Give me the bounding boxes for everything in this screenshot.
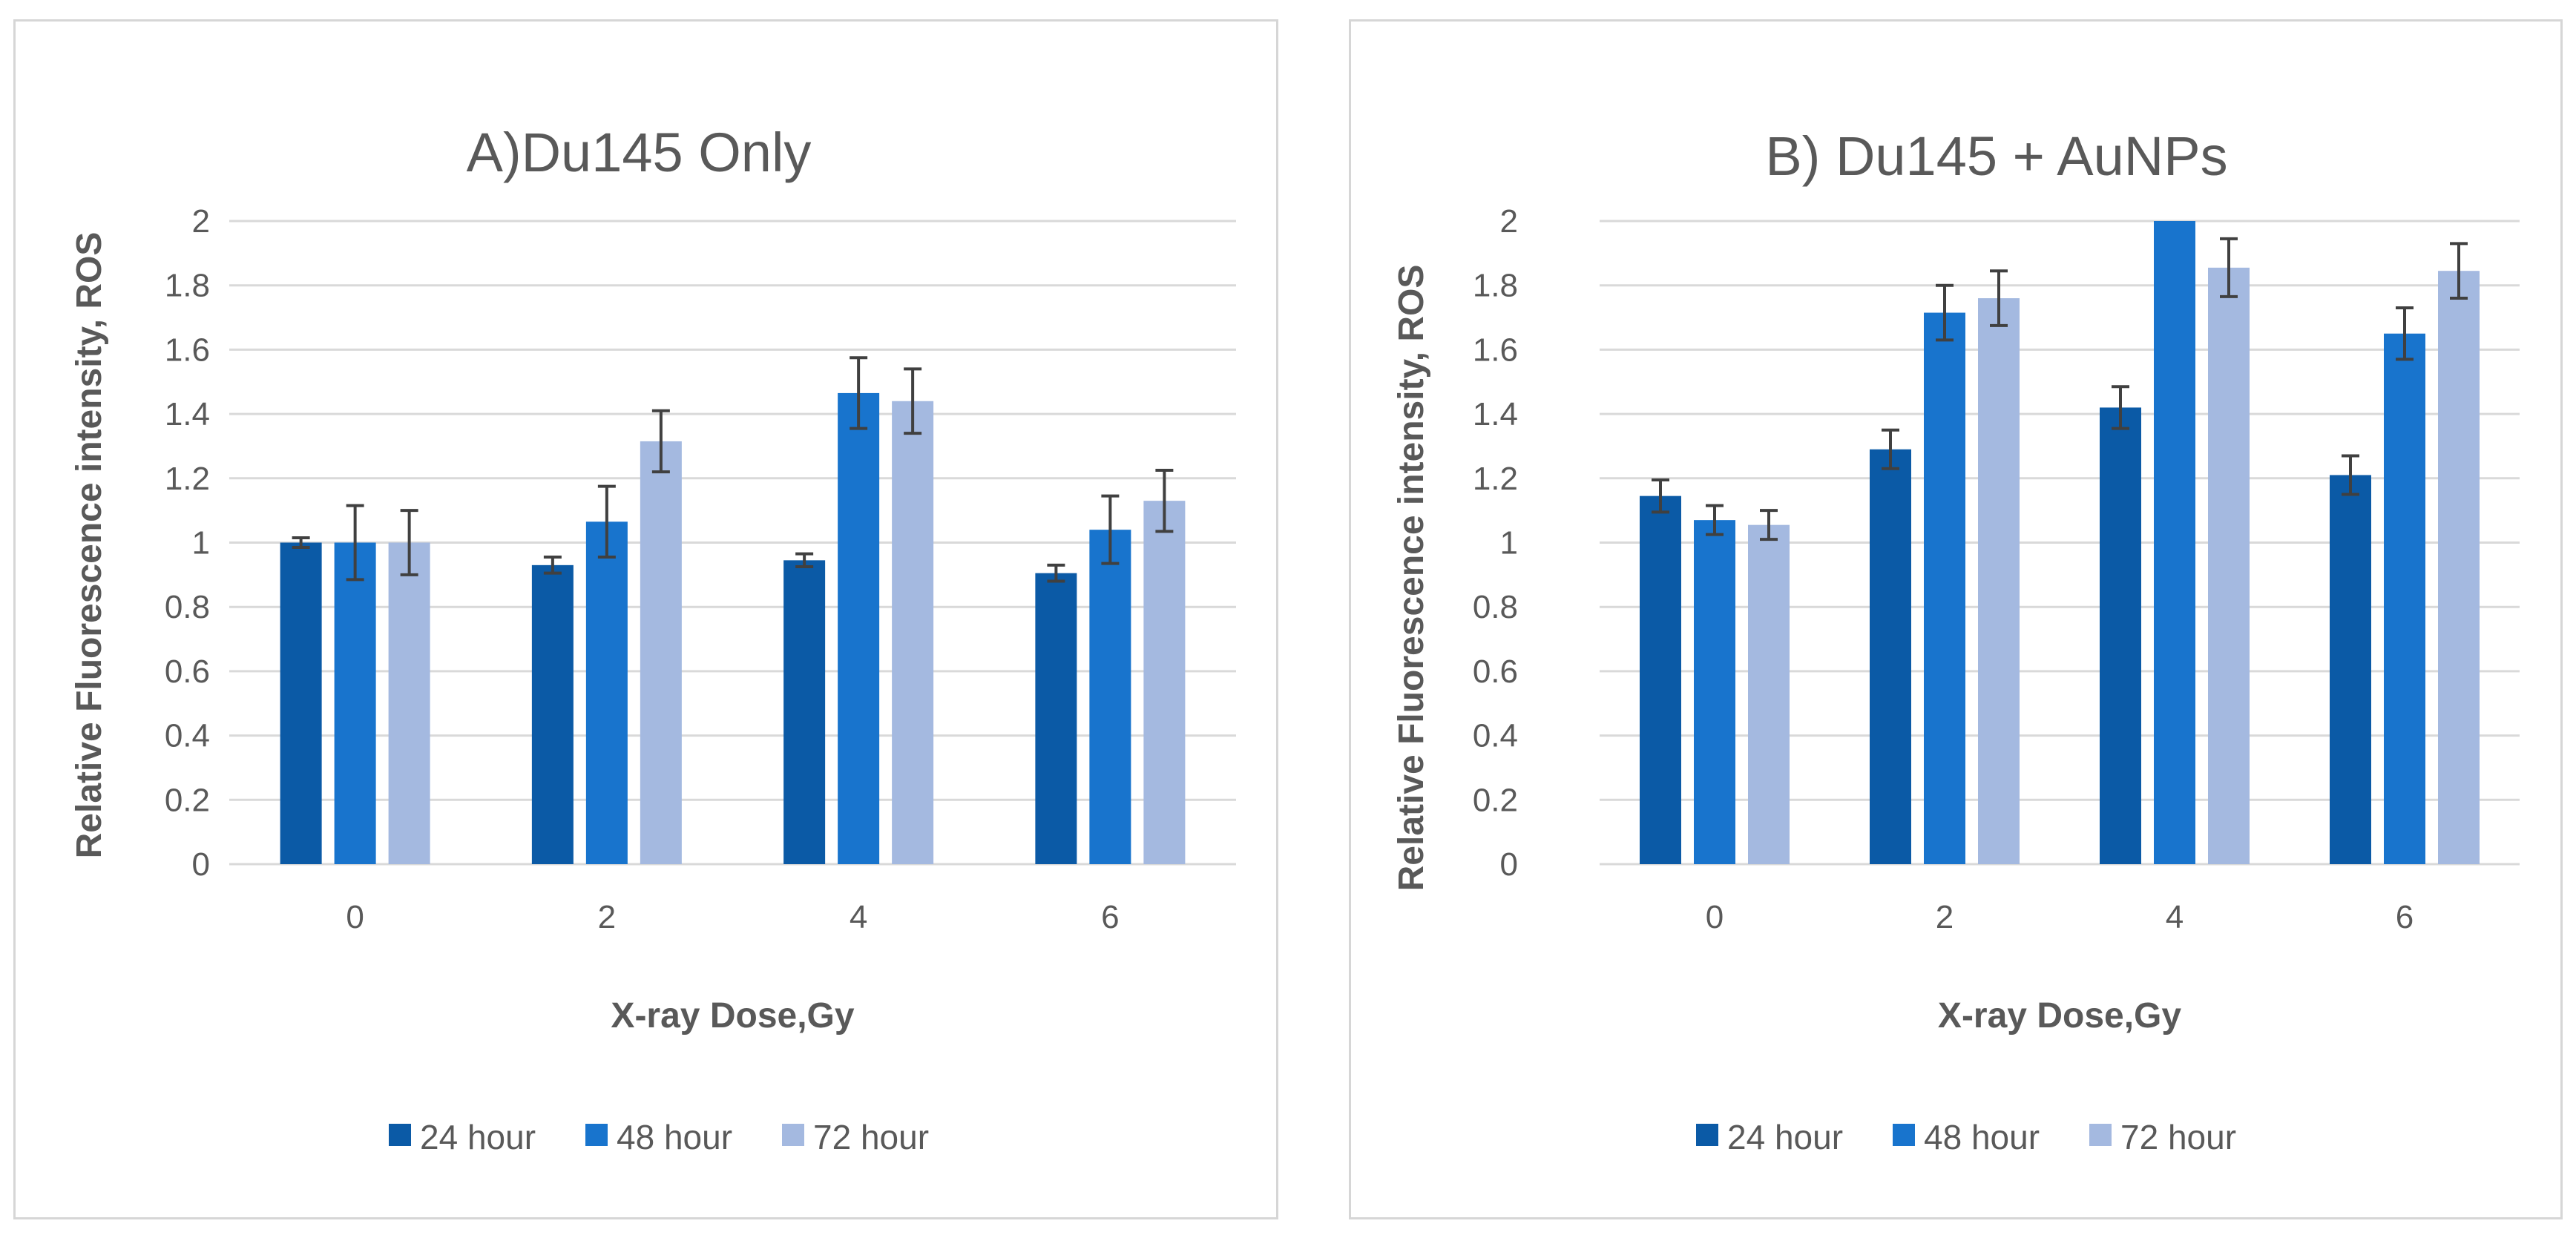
chart-b-legend-label: 48 hour	[1924, 1118, 2040, 1156]
chart-a-bar-24-hour-dose-6	[1035, 573, 1077, 864]
chart-b-error-bar	[2396, 306, 2414, 361]
chart-b-bar-24-hour-dose-0	[1640, 495, 1681, 864]
chart-b-legend-swatch	[1893, 1124, 1915, 1146]
chart-b-bar-48-hour-dose-6	[2384, 333, 2425, 865]
chart-a-x-tick-label: 0	[346, 899, 364, 935]
chart-b-legend-swatch	[2089, 1124, 2112, 1146]
chart-a-y-axis-label: Relative Fluorescence intensity, ROS	[70, 232, 109, 859]
chart-b-bar-24-hour-dose-2	[1870, 449, 1911, 864]
chart-a-x-tick-label: 2	[598, 899, 616, 935]
chart-a-y-tick-label: 1.6	[165, 332, 210, 368]
chart-a-x-tick-label: 4	[850, 899, 867, 935]
chart-a-y-tick-label: 1.4	[165, 396, 210, 432]
chart-a-legend-swatch	[782, 1124, 804, 1146]
chart-b-y-tick-label: 2	[1500, 203, 1518, 240]
chart-a-error-bar	[904, 367, 922, 435]
chart-b-error-bar	[2342, 454, 2359, 496]
chart-b-bar-72-hour-dose-2	[1978, 298, 2020, 864]
chart-a-bar-48-hour-dose-4	[838, 392, 880, 864]
chart-b-y-axis-label: Relative Fluorescence intensity, ROS	[1392, 265, 1431, 892]
chart-panel-b: B) Du145 + AuNPs 0 0.2 0.4 0.6 0.8 1 1.2 1.4 1.6 1…	[1349, 19, 2563, 1219]
chart-a-error-bar	[597, 484, 616, 559]
chart-a-bar-24-hour-dose-2	[531, 564, 574, 864]
chart-b-error-bar	[1760, 509, 1778, 541]
chart-b-y-tick-label: 0.6	[1473, 653, 1518, 690]
chart-b-legend-swatch	[1696, 1124, 1718, 1146]
chart-b-error-bar	[2450, 242, 2468, 300]
chart-a-bar-24-hour-dose-0	[280, 542, 322, 864]
chart-a-title: A)Du145 Only	[467, 122, 812, 183]
chart-a-bar-48-hour-dose-2	[585, 521, 628, 864]
chart-a-svg: A)Du145 Only 0 0.2 0.4 0.6 0.8 1 1.2 1.4 1.6 1.8 2 0…	[70, 122, 1236, 1156]
chart-a-error-bar	[1155, 468, 1174, 533]
chart-b-x-tick-label: 4	[2166, 899, 2184, 935]
chart-b-error-bar	[1706, 504, 1724, 536]
chart-a-bar-72-hour-dose-4	[892, 401, 934, 864]
chart-b-y-tick-label: 0.8	[1473, 589, 1518, 625]
chart-b-x-axis-label: X-ray Dose,Gy	[1938, 996, 2181, 1035]
chart-b-x-tick-label: 6	[2396, 899, 2414, 935]
chart-b-legend-label: 72 hour	[2120, 1118, 2236, 1156]
chart-b-error-bar	[2220, 237, 2238, 298]
chart-a-error-bar	[400, 509, 418, 576]
chart-a-x-tick-label: 6	[1101, 899, 1119, 935]
chart-b-x-tick-label: 2	[1936, 899, 1954, 935]
chart-a-bar-72-hour-dose-0	[388, 542, 430, 864]
chart-b-y-tick-label: 1.2	[1473, 461, 1518, 497]
chart-b-bar-48-hour-dose-0	[1694, 520, 1735, 864]
chart-a-y-tick-label: 0.6	[165, 653, 210, 690]
chart-b-y-tick-label: 0	[1500, 846, 1518, 883]
chart-b-error-bar	[1652, 478, 1669, 514]
chart-a-legend-label: 72 hour	[813, 1118, 929, 1156]
chart-a-y-tick-label: 0	[192, 846, 210, 883]
chart-a-error-bar	[651, 409, 670, 474]
chart-a-error-bar	[795, 552, 814, 569]
chart-b-svg: B) Du145 + AuNPs 0 0.2 0.4 0.6 0.8 1 1.2 1.4 1.6 1…	[1392, 125, 2520, 1156]
chart-a-bar-48-hour-dose-0	[334, 542, 376, 864]
chart-b-error-bar	[1882, 428, 1899, 470]
chart-a-y-tick-label: 0.4	[165, 718, 210, 754]
chart-b-bar-24-hour-dose-4	[2100, 407, 2141, 864]
chart-b-y-tick-label: 1.8	[1473, 268, 1518, 304]
chart-a-bar-24-hour-dose-4	[783, 560, 826, 864]
chart-a-bar-72-hour-dose-6	[1143, 501, 1186, 864]
chart-b-x-tick-label: 0	[1706, 899, 1724, 935]
chart-b-y-tick-label: 1.6	[1473, 332, 1518, 368]
chart-b-title: B) Du145 + AuNPs	[1765, 125, 2227, 187]
chart-a-bar-72-hour-dose-2	[640, 441, 682, 864]
chart-b-error-bar	[2112, 385, 2129, 430]
chart-a-legend-swatch	[389, 1124, 411, 1146]
chart-b-bar-48-hour-dose-2	[1924, 312, 1965, 864]
chart-a-y-tick-label: 2	[192, 203, 210, 240]
chart-b-bar-72-hour-dose-0	[1748, 524, 1790, 864]
chart-a-x-axis-label: X-ray Dose,Gy	[611, 996, 854, 1035]
chart-a-legend-swatch	[585, 1124, 608, 1146]
chart-a-y-tick-label: 0.2	[165, 782, 210, 818]
chart-b-legend-label: 24 hour	[1727, 1118, 1843, 1156]
chart-a-error-bar	[543, 556, 562, 575]
chart-a-y-tick-label: 1.8	[165, 268, 210, 304]
chart-a-error-bar	[346, 504, 364, 582]
chart-a-legend-label: 48 hour	[617, 1118, 732, 1156]
chart-a-legend-label: 24 hour	[420, 1118, 536, 1156]
chart-b-error-bar	[1990, 269, 2008, 327]
chart-panel-a: A)Du145 Only 0 0.2 0.4 0.6 0.8 1 1.2 1.4 1.6 1.8 2 0…	[13, 19, 1278, 1219]
chart-b-y-tick-label: 1.4	[1473, 396, 1518, 432]
chart-b-y-tick-label: 0.4	[1473, 718, 1518, 754]
chart-b-bar-24-hour-dose-6	[2330, 475, 2371, 864]
chart-b-bar-72-hour-dose-6	[2438, 271, 2480, 864]
chart-b-bar-48-hour-dose-4	[2154, 221, 2195, 864]
chart-b-y-tick-label: 1	[1500, 525, 1518, 562]
chart-a-bar-48-hour-dose-6	[1089, 530, 1131, 864]
chart-b-y-tick-label: 0.2	[1473, 782, 1518, 818]
chart-a-error-bar	[1047, 563, 1065, 583]
chart-a-y-tick-label: 0.8	[165, 589, 210, 625]
chart-a-error-bar	[1101, 494, 1120, 565]
chart-a-error-bar	[292, 536, 310, 550]
chart-b-bar-72-hour-dose-4	[2208, 267, 2250, 864]
chart-a-y-tick-label: 1.2	[165, 461, 210, 497]
chart-b-error-bar	[1936, 283, 1954, 342]
chart-a-error-bar	[850, 356, 868, 430]
chart-a-y-tick-label: 1	[192, 525, 210, 562]
